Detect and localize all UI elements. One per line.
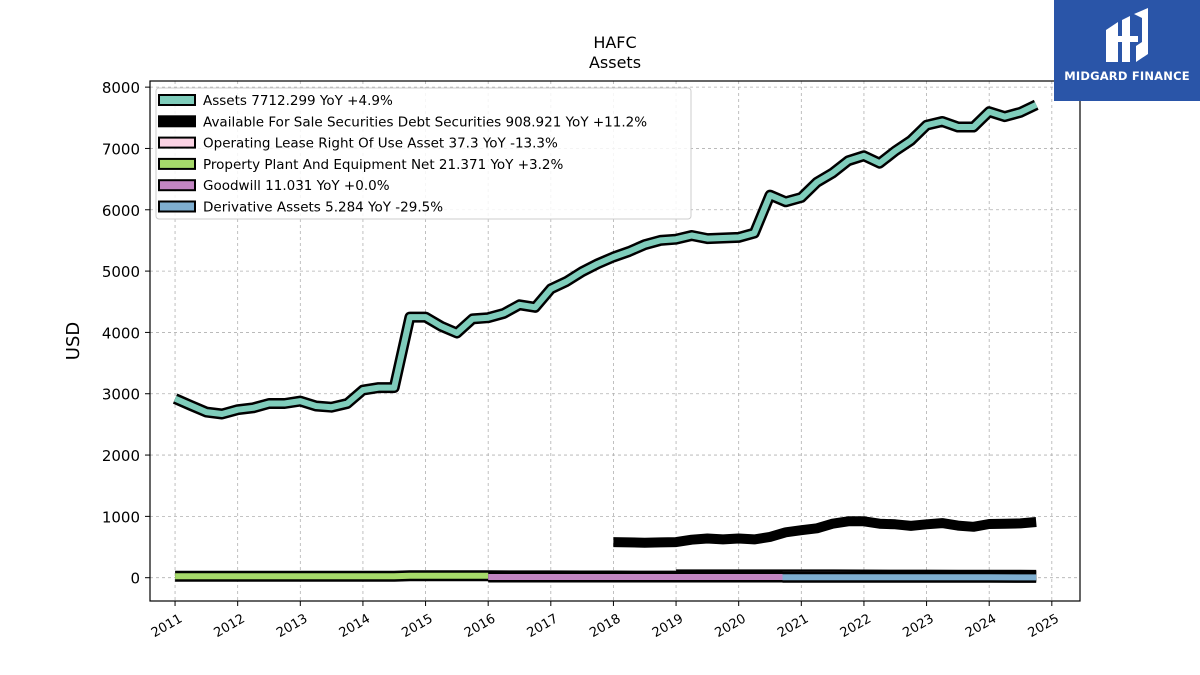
- x-tick-label: 2020: [713, 611, 749, 641]
- legend-label: Operating Lease Right Of Use Asset 37.3 …: [203, 136, 558, 152]
- plot-frame: [149, 80, 1081, 602]
- x-tick-label: 2019: [650, 611, 686, 641]
- y-tick-label: 2000: [102, 447, 140, 465]
- logo-mark-icon: [1106, 8, 1148, 62]
- x-tick-label: 2015: [399, 611, 435, 641]
- legend: Assets 7712.299 YoY +4.9% Available For S…: [155, 87, 692, 220]
- x-tick-label: 2016: [462, 611, 498, 641]
- y-axis-label: USD: [63, 322, 84, 360]
- y-tick-label: 0: [130, 570, 140, 588]
- y-tick-label: 4000: [102, 324, 140, 342]
- logo-text: MIDGARD FINANCE: [1064, 69, 1190, 83]
- x-tick-label: 2012: [212, 611, 248, 641]
- x-axis-ticks: 2011 2012 2013 2014 2015 2016 2017 2018 2019 2020…: [149, 601, 1062, 641]
- midgard-finance-logo: MIDGARD FINANCE: [1054, 0, 1200, 101]
- x-tick-label: 2022: [838, 611, 874, 641]
- y-tick-label: 3000: [102, 386, 140, 404]
- series-line-0: [173, 102, 1038, 417]
- x-tick-label: 2017: [525, 611, 561, 641]
- x-tick-label: 2014: [337, 611, 373, 641]
- series-lines: [172, 99, 1039, 583]
- legend-swatch: [158, 157, 196, 170]
- legend-label: Property Plant And Equipment Net 21.371 …: [203, 157, 563, 173]
- x-tick-label: 2013: [274, 611, 310, 641]
- series-line-1: [613, 516, 1037, 548]
- chart-title: HAFC: [593, 33, 636, 52]
- x-tick-label: 2018: [587, 611, 623, 641]
- legend-swatch: [158, 136, 196, 149]
- legend-label: Goodwill 11.031 YoY +0.0%: [203, 178, 390, 194]
- y-tick-label: 5000: [102, 263, 140, 281]
- y-tick-label: 6000: [102, 202, 140, 220]
- x-tick-label: 2025: [1026, 611, 1062, 641]
- legend-swatch: [158, 115, 196, 128]
- y-tick-label: 7000: [102, 140, 140, 158]
- x-tick-label: 2023: [900, 611, 936, 641]
- legend-label: Assets 7712.299 YoY +4.9%: [203, 93, 393, 109]
- legend-swatch: [158, 179, 196, 192]
- legend-label: Available For Sale Securities Debt Secur…: [203, 114, 647, 130]
- x-tick-label: 2011: [149, 611, 185, 641]
- x-tick-label: 2024: [963, 611, 999, 641]
- y-tick-label: 8000: [102, 79, 140, 97]
- y-tick-label: 1000: [102, 508, 140, 526]
- y-axis-ticks: 0 1000 2000 3000 4000 5000 6000 7000 8000: [102, 79, 150, 588]
- legend-label: Derivative Assets 5.284 YoY -29.5%: [203, 200, 443, 216]
- legend-swatch: [158, 94, 196, 106]
- chart-subtitle: Assets: [589, 53, 641, 72]
- x-tick-label: 2021: [775, 611, 811, 641]
- legend-swatch: [158, 200, 196, 213]
- legend-box: [155, 87, 692, 220]
